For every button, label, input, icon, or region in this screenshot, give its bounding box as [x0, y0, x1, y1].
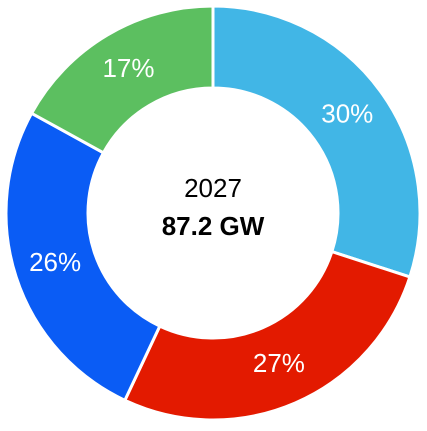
- center-subtitle: 87.2 GW: [162, 211, 265, 241]
- data-label: 30%: [321, 98, 373, 128]
- data-label: 17%: [102, 53, 154, 83]
- donut-segment: [4, 111, 162, 403]
- donut-segment: [122, 249, 412, 422]
- donut-segment: [29, 4, 215, 155]
- center-title: 2027: [184, 173, 242, 203]
- data-label: 27%: [253, 348, 305, 378]
- data-label: 26%: [29, 247, 81, 277]
- donut-segment: [211, 4, 422, 279]
